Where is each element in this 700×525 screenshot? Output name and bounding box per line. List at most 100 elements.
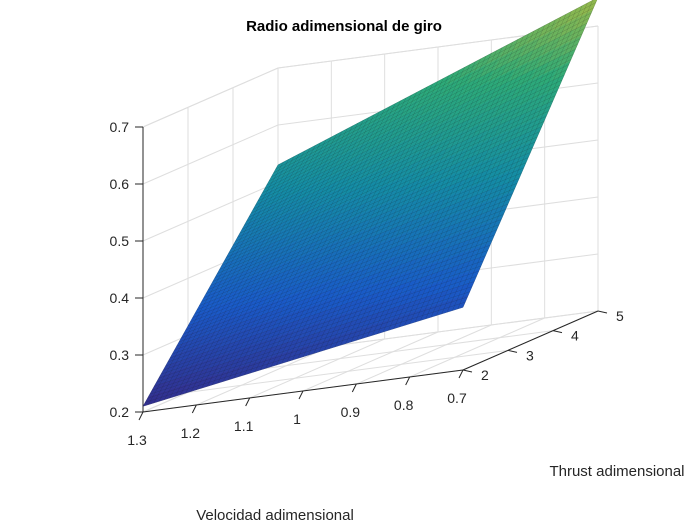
mesh-line	[196, 183, 518, 310]
mesh-line	[156, 276, 477, 383]
mesh-line	[393, 33, 529, 329]
mesh-line	[350, 56, 487, 343]
mesh-line	[205, 162, 527, 294]
x-tick	[245, 397, 251, 407]
mesh-line	[404, 28, 540, 326]
mesh-line	[153, 159, 289, 404]
tick-labels: 0.2 0.3 0.4 0.5 0.6 0.7 1.3 1.2 1.1 1 0.9 0.8 0.7 2 3 4…	[110, 119, 624, 448]
mesh-line	[250, 59, 572, 214]
mesh-line	[212, 128, 348, 385]
mesh-line	[372, 44, 508, 336]
mesh-line	[190, 198, 511, 322]
mesh-line	[151, 286, 473, 391]
mesh-line	[249, 109, 385, 374]
x-grid-line	[356, 324, 492, 385]
mesh-line	[340, 61, 476, 346]
mesh-line	[246, 69, 567, 222]
x-grid-line	[302, 331, 439, 392]
mesh-line	[388, 36, 524, 331]
x-tick	[458, 369, 464, 379]
mesh-line	[452, 3, 588, 311]
mesh-line	[275, 2, 596, 170]
mesh-line	[169, 245, 491, 359]
z-grid-line	[142, 181, 279, 242]
mesh-line	[203, 167, 524, 298]
mesh-line	[308, 78, 444, 356]
y-tick-label: 4	[571, 328, 579, 344]
x-tick	[298, 390, 304, 400]
mesh-line	[457, 0, 593, 310]
mesh-line	[169, 150, 305, 399]
mesh-line	[382, 39, 519, 333]
mesh-line	[228, 120, 364, 380]
mesh-line	[223, 121, 545, 262]
mesh-line	[425, 16, 561, 319]
mesh-line	[176, 229, 497, 347]
x-axis-label: Velocidad adimensional	[196, 507, 354, 524]
mesh-line	[276, 95, 412, 366]
mesh-line	[206, 131, 343, 387]
mesh-line	[446, 5, 583, 313]
box-edge	[142, 67, 279, 128]
mesh-line	[441, 8, 577, 314]
x-tick-label: 1.3	[127, 432, 147, 448]
mesh-line	[264, 28, 585, 190]
x-tick	[351, 383, 357, 393]
mesh-line	[297, 83, 433, 359]
mesh-line	[292, 86, 428, 361]
x-tick-label: 0.8	[394, 397, 414, 413]
mesh-line	[164, 153, 300, 400]
mesh-line	[232, 100, 554, 246]
x-tick-label: 1.1	[234, 418, 254, 434]
mesh-line	[180, 145, 316, 395]
mesh-line	[214, 141, 536, 278]
mesh-line	[398, 30, 535, 328]
mesh-line	[302, 81, 439, 357]
mesh-line	[190, 139, 327, 392]
y-axis-label: Thrust adimensional	[549, 463, 684, 480]
x-tick-label: 0.7	[447, 390, 467, 406]
mesh-line	[183, 214, 504, 335]
mesh-line	[253, 54, 574, 210]
mesh-line	[181, 219, 502, 339]
z-tick-label: 0.6	[110, 176, 130, 192]
mesh-line	[430, 14, 567, 318]
z-tick-label: 0.3	[110, 347, 130, 363]
mesh-line	[377, 42, 513, 334]
mesh-line	[192, 193, 513, 318]
mesh-line	[334, 64, 471, 347]
z-tick-label: 0.7	[110, 119, 130, 135]
x-tick-label: 1	[293, 411, 301, 427]
mesh-line	[185, 142, 321, 394]
mesh-line	[185, 209, 506, 331]
mesh-line	[260, 103, 396, 371]
surface-plot	[142, 0, 598, 407]
mesh-line	[196, 136, 332, 390]
y-tick-label: 2	[481, 367, 489, 383]
mesh-line	[361, 50, 497, 339]
mesh-line	[172, 240, 493, 355]
mesh-line	[262, 33, 583, 194]
mesh-line	[414, 22, 551, 323]
mesh-line	[244, 111, 380, 376]
mesh-line	[237, 90, 558, 238]
mesh-line	[165, 255, 486, 367]
mesh-line	[329, 67, 465, 349]
x-grid-line	[409, 317, 545, 378]
mesh-line	[174, 148, 311, 397]
mesh-line	[199, 178, 520, 306]
x-grid-line	[249, 338, 385, 399]
mesh-line	[222, 122, 359, 382]
mesh-line	[142, 164, 279, 407]
mesh-line	[147, 296, 468, 399]
mesh-line	[266, 23, 587, 186]
x-grid-line	[196, 345, 332, 406]
mesh-line	[273, 7, 594, 174]
mesh-line	[254, 106, 391, 372]
mesh-line	[271, 12, 592, 178]
mesh-line	[277, 0, 594, 166]
mesh-line	[221, 126, 542, 266]
mesh-line	[154, 281, 475, 387]
z-tick-label: 0.5	[110, 233, 130, 249]
mesh-line	[160, 265, 482, 375]
